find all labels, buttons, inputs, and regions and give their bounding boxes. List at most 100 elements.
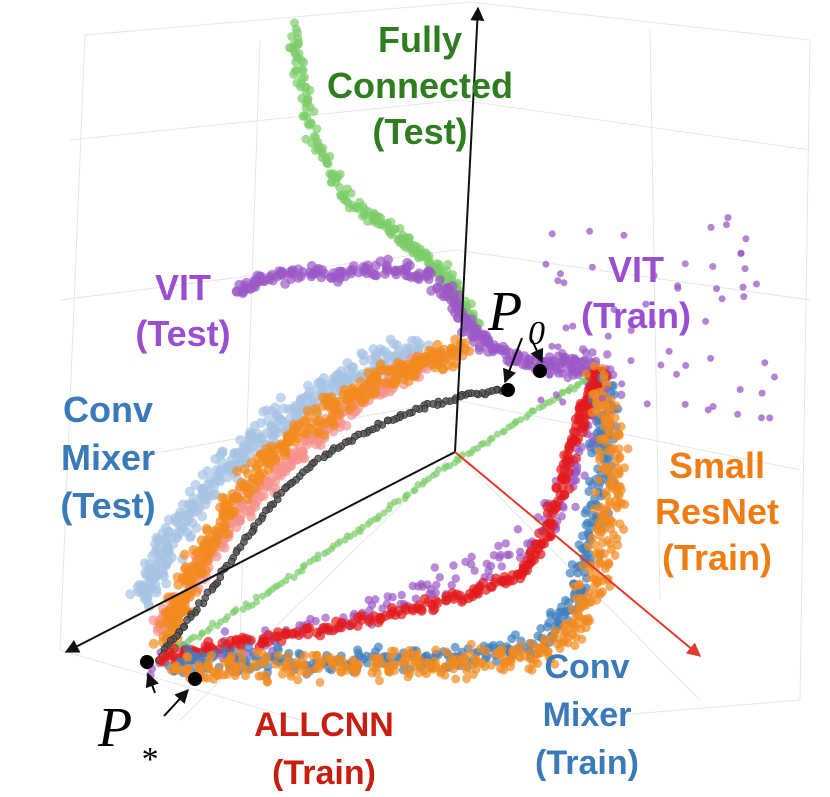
data-point: [650, 272, 658, 279]
data-point: [681, 260, 689, 268]
data-point: [507, 634, 517, 644]
grid-line: [649, 29, 661, 601]
data-point: [570, 582, 580, 592]
data-point: [353, 267, 364, 278]
data-point: [182, 651, 192, 661]
data-point: [327, 405, 338, 416]
data-point: [674, 284, 682, 292]
data-point: [404, 260, 415, 271]
data-point: [462, 661, 472, 670]
data-point: [586, 572, 596, 582]
data-point: [257, 648, 267, 658]
data-point: [590, 581, 600, 591]
data-point: [627, 357, 635, 365]
data-point: [383, 592, 392, 601]
data-point: [494, 541, 503, 551]
data-point: [229, 609, 237, 617]
data-point: [623, 444, 633, 454]
grid-line: [799, 39, 811, 701]
data-point: [515, 653, 525, 663]
endpoint-marker: [188, 672, 202, 686]
data-point: [290, 573, 298, 581]
data-point: [386, 661, 396, 671]
data-point: [297, 56, 306, 66]
data-point: [383, 416, 392, 425]
data-point: [245, 284, 255, 295]
data-point: [147, 551, 158, 562]
data-point: [282, 430, 293, 441]
data-point: [184, 638, 192, 646]
data-point: [620, 500, 630, 509]
data-point: [276, 466, 287, 477]
data-point: [585, 476, 594, 486]
data-point: [125, 589, 136, 600]
data-point: [605, 581, 615, 591]
data-point: [204, 627, 212, 635]
data-point: [232, 466, 243, 477]
data-point: [440, 464, 448, 472]
series-small-resnet-test: [148, 334, 475, 651]
data-point: [162, 543, 173, 554]
data-point: [488, 640, 498, 650]
data-point: [265, 272, 276, 282]
data-point: [289, 70, 299, 79]
data-point: [191, 522, 202, 533]
data-point: [224, 464, 235, 475]
data-point: [471, 654, 481, 664]
data-point: [372, 663, 381, 673]
data-point: [589, 361, 599, 371]
data-point: [311, 439, 322, 450]
data-point: [559, 621, 569, 631]
data-point: [542, 508, 553, 519]
y-axis: [64, 451, 456, 653]
data-point: [546, 654, 556, 664]
data-point: [227, 557, 236, 566]
data-point: [430, 362, 441, 373]
data-point: [603, 350, 612, 359]
data-point: [517, 569, 527, 580]
data-point: [266, 421, 277, 432]
data-point: [250, 483, 261, 494]
data-point: [580, 355, 589, 365]
data-point: [567, 353, 577, 363]
data-point: [266, 429, 277, 440]
data-point: [232, 286, 242, 297]
data-point: [197, 511, 208, 522]
data-point: [594, 475, 604, 485]
data-point: [534, 528, 545, 539]
data-point: [252, 270, 263, 281]
data-point: [563, 373, 572, 383]
data-point: [466, 639, 476, 649]
data-point: [263, 465, 274, 476]
data-point: [464, 346, 475, 356]
data-point: [580, 508, 590, 518]
data-point: [515, 641, 525, 651]
data-point: [531, 539, 542, 550]
data-point: [587, 448, 597, 458]
data-point: [432, 339, 443, 350]
data-point: [166, 552, 177, 563]
data-point: [180, 563, 191, 574]
data-point: [312, 124, 322, 134]
data-point: [216, 456, 227, 467]
data-point: [321, 613, 330, 622]
data-point: [194, 663, 204, 672]
data-point: [739, 283, 747, 291]
data-point: [138, 589, 149, 600]
data-point: [497, 562, 506, 571]
data-point: [436, 668, 445, 678]
data-point: [581, 554, 591, 564]
data-point: [291, 24, 301, 34]
data-point: [554, 343, 562, 351]
data-point: [539, 644, 549, 654]
data-point: [589, 504, 599, 514]
data-point: [298, 393, 309, 404]
data-point: [450, 642, 460, 652]
data-point: [346, 268, 357, 279]
series-vit-train-outliers: [537, 214, 778, 422]
data-point: [236, 477, 247, 488]
data-point: [496, 550, 505, 560]
data-point: [516, 547, 525, 556]
label-conv-mixer-train: Conv Mixer (Train): [535, 648, 639, 782]
